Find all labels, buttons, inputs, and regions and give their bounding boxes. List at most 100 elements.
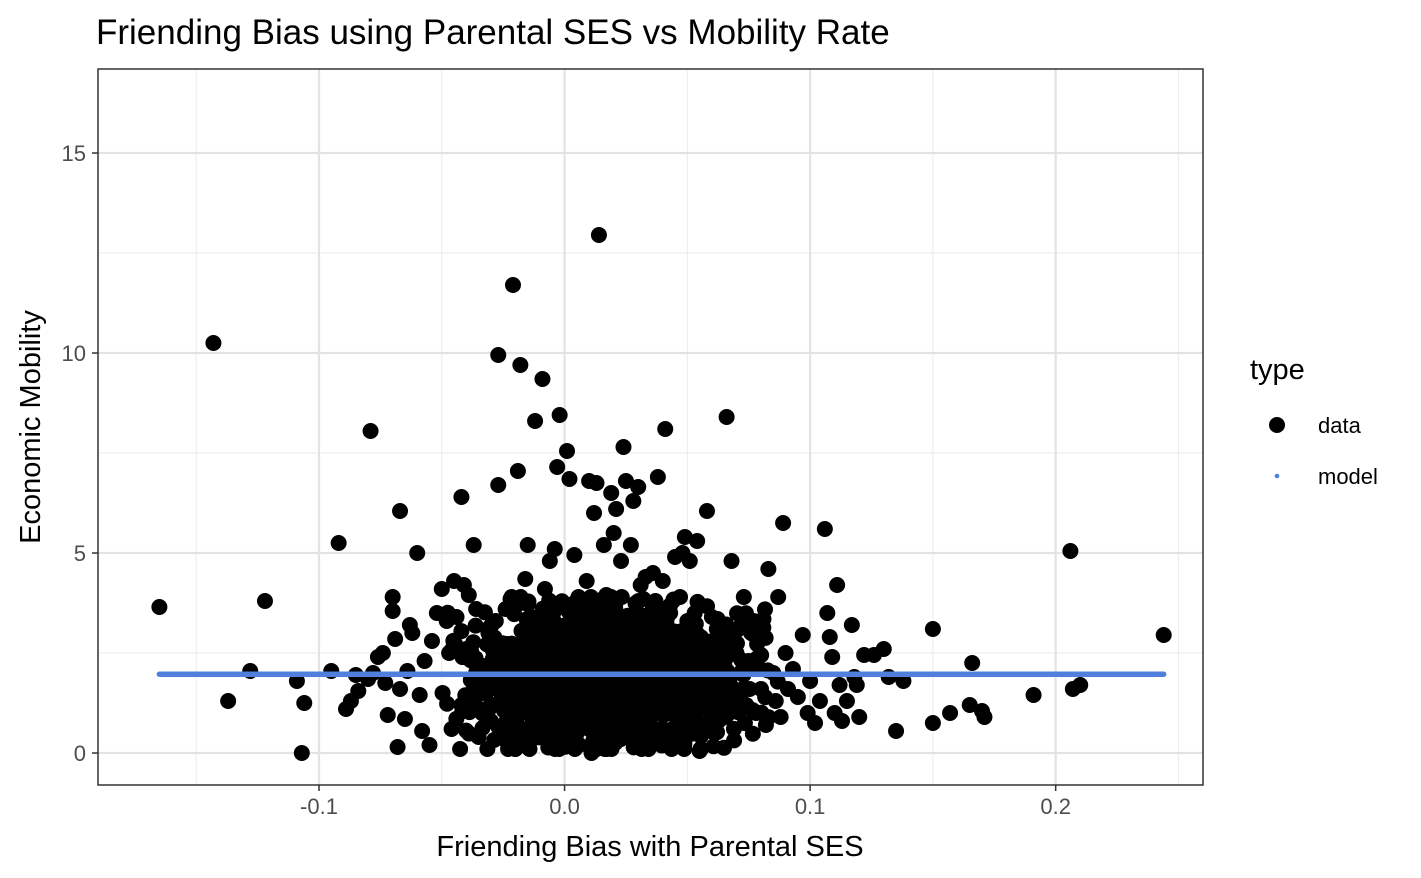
data-point: [718, 409, 735, 425]
data-point: [467, 617, 484, 634]
data-point: [556, 657, 573, 673]
data-point: [505, 715, 522, 732]
data-point: [635, 591, 652, 608]
data-point: [551, 407, 568, 423]
data-point: [541, 553, 558, 569]
data-point: [755, 611, 772, 627]
legend-key-data: [1269, 417, 1285, 433]
data-point: [458, 641, 475, 657]
data-point: [586, 505, 603, 521]
data-point: [485, 637, 502, 653]
data-point: [942, 705, 959, 721]
data-point: [680, 700, 697, 717]
data-point: [296, 695, 313, 711]
data-point: [557, 738, 574, 755]
data-point: [1155, 627, 1172, 643]
data-point: [689, 533, 706, 549]
data-point: [220, 693, 237, 709]
data-point: [657, 421, 674, 437]
data-point: [544, 609, 561, 625]
data-point: [721, 633, 738, 649]
data-point: [492, 697, 509, 713]
data-point: [772, 709, 789, 725]
data-point: [546, 645, 563, 662]
legend-key-model: [1274, 473, 1280, 479]
data-point: [698, 503, 715, 519]
data-point: [414, 723, 431, 739]
data-point: [567, 720, 584, 737]
data-point: [770, 589, 787, 605]
x-axis-title: Friending Bias with Parental SES: [436, 831, 863, 863]
data-point: [641, 732, 658, 749]
data-point: [470, 729, 487, 745]
data-point: [377, 675, 394, 691]
data-point: [593, 629, 610, 645]
data-point: [713, 649, 730, 665]
data-point: [595, 537, 612, 553]
data-point: [500, 741, 517, 757]
data-point: [649, 469, 666, 485]
x-tick-label: 0.0: [549, 794, 580, 819]
data-point: [647, 593, 664, 609]
data-point: [696, 689, 713, 705]
data-point: [495, 649, 512, 665]
data-point: [517, 571, 534, 587]
data-point: [1025, 687, 1042, 703]
y-tick-label: 15: [62, 141, 86, 166]
data-point: [757, 717, 774, 733]
data-point: [573, 601, 590, 617]
data-point: [681, 553, 698, 569]
data-point: [605, 525, 622, 541]
data-point: [627, 653, 644, 669]
data-point: [821, 629, 838, 645]
data-point: [571, 659, 588, 676]
data-point: [615, 439, 632, 455]
data-point: [441, 645, 458, 661]
data-point: [293, 745, 310, 761]
data-point: [735, 589, 752, 605]
x-tick-label: 0.1: [795, 794, 826, 819]
data-point: [423, 633, 440, 649]
data-point: [924, 621, 941, 637]
data-point: [490, 347, 507, 363]
data-point: [1072, 677, 1089, 693]
data-point: [532, 709, 548, 725]
data-point: [512, 357, 529, 373]
data-point: [443, 721, 460, 737]
data-point: [588, 475, 605, 491]
data-point: [676, 529, 693, 545]
data-point: [777, 645, 794, 661]
data-point: [534, 371, 551, 387]
chart-title: Friending Bias using Parental SES vs Mob…: [96, 13, 890, 52]
data-point: [453, 697, 470, 713]
data-point: [563, 625, 580, 641]
legend-title: type: [1250, 354, 1305, 386]
data-point: [635, 625, 652, 641]
data-point: [728, 645, 745, 661]
data-point: [976, 709, 993, 725]
data-point: [561, 471, 578, 487]
data-point: [519, 537, 536, 553]
data-point: [389, 739, 406, 755]
data-point: [617, 688, 634, 705]
data-point: [453, 489, 470, 505]
data-point: [433, 581, 450, 597]
data-point: [578, 573, 595, 589]
data-point: [256, 593, 273, 609]
data-point: [736, 715, 753, 732]
legend-label-data: data: [1318, 413, 1362, 438]
data-point: [362, 423, 379, 439]
data-point: [740, 653, 757, 669]
data-point: [554, 725, 571, 741]
data-point: [566, 547, 583, 563]
data-point: [733, 617, 750, 633]
x-tick-label: 0.2: [1040, 794, 1071, 819]
data-point: [964, 655, 981, 671]
data-point: [659, 657, 676, 673]
data-point: [789, 689, 806, 705]
data-point: [350, 683, 367, 699]
data-point: [688, 721, 705, 738]
data-point: [640, 681, 657, 697]
data-point: [725, 681, 742, 697]
data-point: [477, 685, 494, 701]
